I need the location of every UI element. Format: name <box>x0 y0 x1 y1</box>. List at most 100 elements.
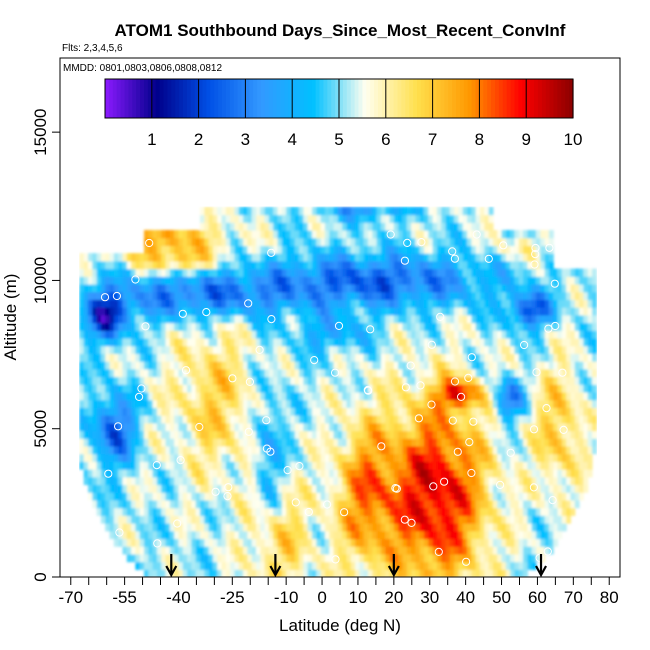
heatmap-cell <box>475 322 481 331</box>
heatmap-cell <box>350 546 356 555</box>
heatmap-cell <box>247 276 253 285</box>
heatmap-cell <box>178 268 184 277</box>
heatmap-cell <box>187 561 192 570</box>
heatmap-cell <box>221 546 227 555</box>
heatmap-cell <box>501 384 507 393</box>
heatmap-cell <box>505 368 511 378</box>
heatmap-cell <box>268 391 274 401</box>
heatmap-cell <box>139 546 145 555</box>
heatmap-cell <box>260 484 266 493</box>
heatmap-cell <box>131 546 136 555</box>
heatmap-cell <box>256 245 261 254</box>
heatmap-cell <box>195 330 201 339</box>
heatmap-cell <box>200 438 205 447</box>
heatmap-cell <box>376 476 382 486</box>
heatmap-cell <box>359 523 365 532</box>
heatmap-cell <box>320 337 326 347</box>
heatmap-cell <box>324 222 330 231</box>
heatmap-cell <box>135 337 141 347</box>
heatmap-cell <box>268 361 274 370</box>
heatmap-cell <box>152 469 158 478</box>
heatmap-cell <box>299 253 304 262</box>
heatmap-cell <box>329 530 335 540</box>
heatmap-cell <box>290 445 296 455</box>
heatmap-cell <box>118 330 124 339</box>
heatmap-cell <box>152 476 158 486</box>
heatmap-cell <box>540 276 546 285</box>
heatmap-cell <box>148 438 154 447</box>
heatmap-cell <box>307 245 313 254</box>
heatmap-cell <box>432 538 438 547</box>
heatmap-cell <box>83 276 89 285</box>
heatmap-cell <box>475 469 481 478</box>
heatmap-cell <box>320 291 326 301</box>
heatmap-cell <box>320 461 326 470</box>
heatmap-cell <box>251 337 257 347</box>
heatmap-cell <box>217 260 223 270</box>
heatmap-cell <box>238 561 244 570</box>
heatmap-cell <box>212 499 218 509</box>
heatmap-cell <box>294 507 300 516</box>
heatmap-cell <box>385 283 391 293</box>
heatmap-cell <box>251 276 257 285</box>
heatmap-cell <box>372 553 378 563</box>
heatmap-cell <box>135 391 141 401</box>
heatmap-cell <box>148 353 154 362</box>
heatmap-cell <box>329 345 335 354</box>
heatmap-cell <box>324 384 330 393</box>
heatmap-cell <box>436 206 442 216</box>
heatmap-cell <box>488 245 494 254</box>
heatmap-cell <box>256 260 261 270</box>
heatmap-cell <box>324 461 330 470</box>
heatmap-cell <box>368 206 373 216</box>
heatmap-cell <box>204 492 210 501</box>
heatmap-cell <box>200 345 205 354</box>
heatmap-cell <box>303 523 309 532</box>
heatmap-cell <box>131 330 136 339</box>
heatmap-cell <box>152 345 158 354</box>
heatmap-cell <box>208 499 214 509</box>
heatmap-cell <box>449 322 455 331</box>
heatmap-cell <box>380 206 386 216</box>
heatmap-cell <box>79 438 85 447</box>
heatmap-cell <box>191 523 197 532</box>
heatmap-cell <box>204 314 210 324</box>
heatmap-cell <box>169 322 175 331</box>
heatmap-cell <box>497 507 503 516</box>
heatmap-cell <box>475 337 481 347</box>
heatmap-cell <box>243 291 248 301</box>
heatmap-cell <box>204 399 210 408</box>
heatmap-cell <box>212 407 218 416</box>
heatmap-cell <box>505 553 511 563</box>
heatmap-cell <box>243 453 248 462</box>
heatmap-cell <box>122 430 128 439</box>
heatmap-cell <box>389 530 395 540</box>
heatmap-cell <box>393 214 399 223</box>
heatmap-cell <box>83 399 89 408</box>
heatmap-cell <box>135 438 141 447</box>
heatmap-cell <box>398 561 404 570</box>
heatmap-cell <box>217 507 223 516</box>
heatmap-cell <box>402 268 408 277</box>
heatmap-cell <box>385 322 391 331</box>
heatmap-cell <box>531 561 537 570</box>
heatmap-cell <box>234 237 240 247</box>
heatmap-cell <box>299 476 304 486</box>
heatmap-cell <box>100 507 106 516</box>
heatmap-cell <box>165 546 171 555</box>
heatmap-cell <box>238 469 244 478</box>
heatmap-cell <box>148 330 154 339</box>
heatmap-cell <box>221 507 227 516</box>
heatmap-cell <box>109 260 115 270</box>
heatmap-cell <box>281 407 287 416</box>
heatmap-cell <box>92 430 98 439</box>
heatmap-cell <box>467 476 472 486</box>
heatmap-cell <box>165 368 171 378</box>
heatmap-cell <box>234 353 240 362</box>
heatmap-cell <box>131 476 136 486</box>
heatmap-cell <box>514 561 520 570</box>
heatmap-cell <box>514 330 520 339</box>
heatmap-cell <box>411 553 416 563</box>
heatmap-cell <box>251 399 257 408</box>
heatmap-cell <box>419 214 425 223</box>
